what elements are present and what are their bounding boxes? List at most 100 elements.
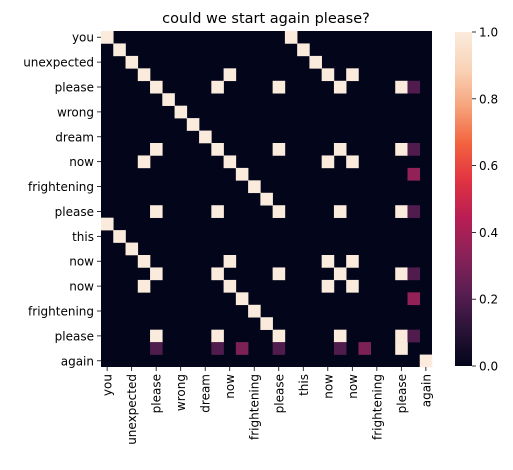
heatmap-cell [321, 255, 335, 268]
colorbar-tick-label: 0.0 [479, 360, 498, 374]
heatmap-cell [346, 279, 359, 293]
heatmap-cell [346, 68, 359, 82]
heatmap-cell [395, 267, 408, 281]
chart-title: could we start again please? [162, 11, 370, 27]
column-label: now [321, 374, 335, 399]
colorbar-tick-label: 0.4 [479, 226, 498, 240]
heatmap-cell [395, 342, 408, 355]
heatmap-cell [419, 354, 433, 368]
heatmap-cell [211, 342, 224, 355]
heatmap-cell [150, 267, 163, 281]
row-tick-labels: you unexpected please wrong dream now frighten… [23, 31, 101, 368]
heatmap-cell [248, 304, 261, 318]
row-label: please [55, 81, 94, 95]
heatmap-cell [395, 143, 408, 156]
row-label: wrong [57, 105, 94, 119]
heatmap-cell [248, 180, 261, 194]
heatmap-cell [407, 80, 421, 94]
heatmap-cell [150, 205, 163, 218]
heatmap-cell [211, 267, 224, 281]
heatmap-cell [407, 143, 421, 156]
heatmap-cell [150, 80, 163, 94]
heatmap-cell [346, 255, 359, 268]
column-label: please [272, 374, 286, 413]
heatmap-cell [137, 68, 151, 82]
row-label: this [72, 230, 94, 244]
heatmap-cell [113, 230, 126, 243]
heatmap-cell [407, 205, 421, 218]
heatmap-cell [333, 267, 347, 281]
row-label: please [55, 205, 94, 219]
row-label: now [69, 255, 94, 269]
column-label: frightening [248, 374, 262, 440]
row-label: now [69, 280, 94, 294]
column-label: now [223, 374, 237, 399]
heatmap-cell [395, 80, 408, 94]
heatmap-cell [211, 205, 224, 218]
column-label: unexpected [125, 374, 139, 445]
heatmap-cell [260, 317, 273, 330]
row-label: you [72, 31, 94, 45]
heatmap-cell [223, 279, 237, 293]
heatmap-cell [211, 143, 224, 156]
heatmap-cell [223, 68, 237, 82]
heatmap-cell [309, 55, 322, 69]
heatmap-cell [272, 143, 286, 156]
column-label: please [395, 374, 409, 413]
row-label: frightening [28, 180, 94, 194]
column-label: you [101, 374, 115, 396]
heatmap-cell [333, 205, 347, 218]
heatmap-cell [113, 43, 126, 57]
heatmap-cell [272, 267, 286, 281]
heatmap-cell [297, 43, 310, 57]
heatmap-cell [174, 105, 188, 119]
heatmap-cell [333, 80, 347, 94]
heatmap-cell [186, 118, 200, 131]
column-label: please [150, 374, 164, 413]
heatmap-cell [223, 155, 237, 169]
column-label: again [419, 374, 433, 407]
column-label: frightening [370, 374, 384, 440]
heatmap-cell [284, 31, 298, 44]
colorbar-tick-label: 1.0 [479, 26, 498, 40]
heatmap-cell [101, 31, 114, 44]
heatmap-cell [395, 205, 408, 218]
heatmap-cell [407, 267, 421, 281]
row-label: please [55, 329, 94, 343]
heatmap-cell [125, 242, 139, 256]
heatmap-cell [223, 255, 237, 268]
row-label: dream [55, 130, 94, 144]
heatmap-cell [150, 143, 163, 156]
heatmap-cell [137, 155, 151, 169]
row-label: frightening [28, 305, 94, 319]
heatmap-cell [150, 329, 163, 343]
heatmap-cell [211, 80, 224, 94]
heatmap-cell [235, 292, 249, 306]
heatmap-cell [407, 329, 421, 343]
heatmap-cell [321, 155, 335, 169]
heatmap-cell [272, 342, 286, 355]
row-label: again [61, 354, 94, 368]
column-label: now [346, 374, 360, 399]
heatmap-cell [235, 342, 249, 355]
heatmap-cell [272, 80, 286, 94]
heatmap-cell [407, 292, 421, 306]
heatmap-cell [358, 342, 371, 355]
heatmap-cell [272, 329, 286, 343]
row-label: now [69, 155, 94, 169]
column-label: this [297, 374, 311, 396]
heatmap-cell [395, 329, 408, 343]
heatmap-cell [321, 68, 335, 82]
heatmap-cell [272, 205, 286, 218]
row-label: unexpected [23, 56, 94, 70]
heatmap-cell [150, 342, 163, 355]
heatmap-cells [101, 31, 433, 368]
heatmap-cell [407, 167, 421, 181]
colorbar-tick-label: 0.6 [479, 159, 498, 173]
column-label: dream [199, 374, 213, 413]
colorbar: 0.0 0.2 0.4 0.6 0.8 1.0 [455, 26, 498, 374]
column-label: wrong [174, 374, 188, 411]
heatmap-cell [333, 143, 347, 156]
